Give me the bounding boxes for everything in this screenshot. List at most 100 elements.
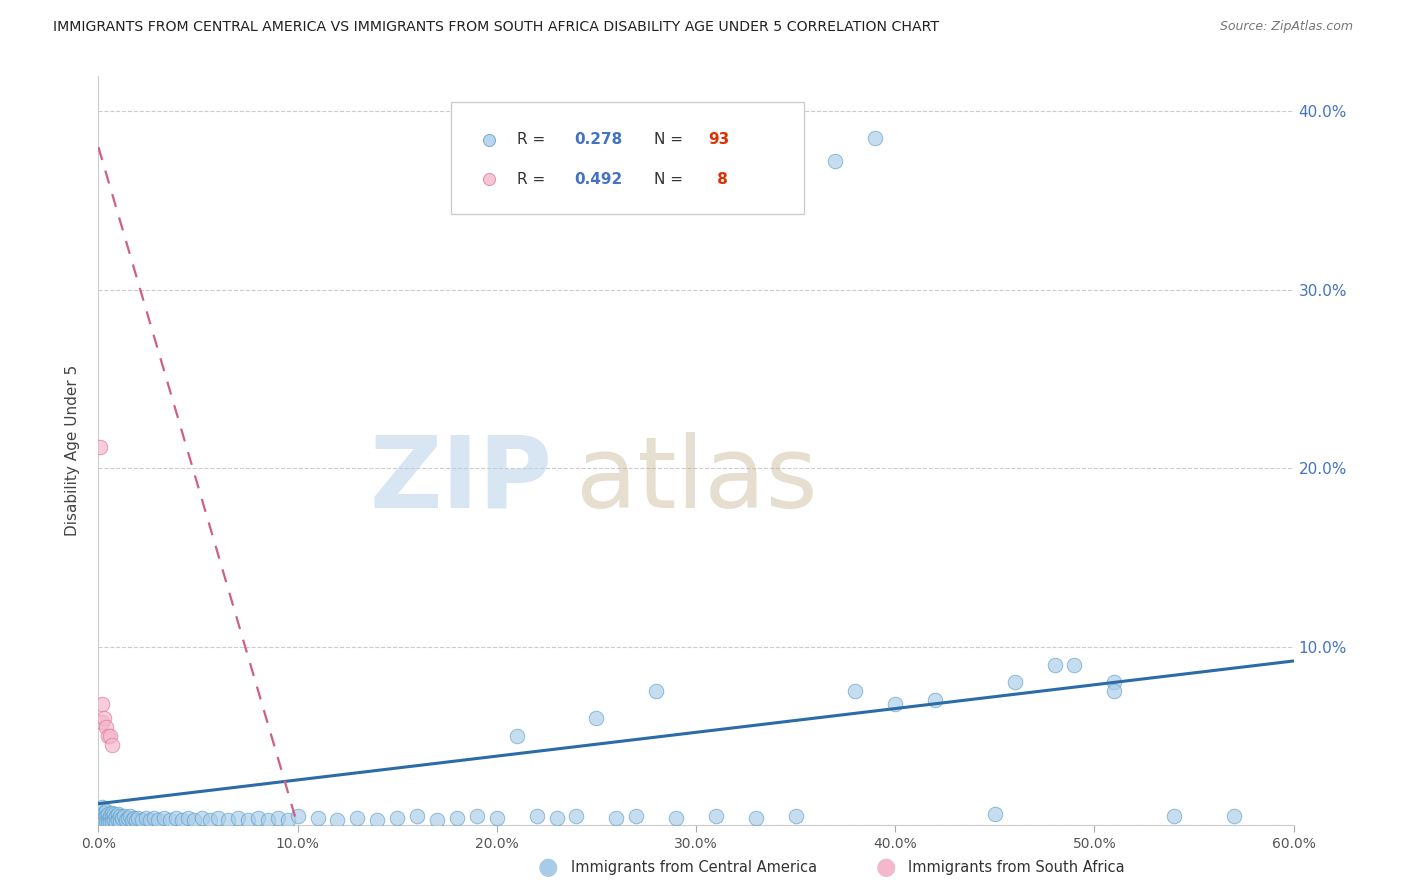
Point [103,813,125,827]
Point [89,811,111,825]
Text: 0.278: 0.278 [574,132,623,147]
Point [446,811,468,825]
Point [153,811,176,825]
Text: atlas: atlas [576,432,818,529]
Point [110,814,132,829]
Point [884,697,907,711]
Point [307,811,329,825]
Point [605,811,627,825]
Point [198,813,221,827]
Point [465,809,488,823]
Point [665,811,688,825]
Point [96,720,118,734]
Point [844,684,866,698]
Point [172,813,194,827]
Point [824,154,846,169]
Point [745,811,768,825]
Point [98,809,122,823]
Point [865,131,887,145]
Point [143,811,166,825]
Point [101,811,124,825]
Text: R =: R = [517,172,550,186]
Point [93,711,115,725]
Point [91,800,114,814]
Point [105,814,128,829]
Point [98,814,122,829]
Point [101,814,124,829]
Point [191,811,214,825]
Point [256,813,278,827]
Point [287,809,309,823]
Point [1163,809,1185,823]
Point [645,684,668,698]
Text: Immigrants from South Africa: Immigrants from South Africa [908,860,1125,874]
Text: IMMIGRANTS FROM CENTRAL AMERICA VS IMMIGRANTS FROM SOUTH AFRICA DISABILITY AGE U: IMMIGRANTS FROM CENTRAL AMERICA VS IMMIG… [53,20,939,34]
Point [366,813,388,827]
Point [127,811,149,825]
Point [105,809,128,823]
Text: Source: ZipAtlas.com: Source: ZipAtlas.com [1219,20,1353,33]
Point [526,809,548,823]
Point [91,714,114,729]
Text: N =: N = [654,172,688,186]
Point [385,811,409,825]
Point [91,809,114,823]
Text: ZIP: ZIP [370,432,553,529]
Text: Immigrants from Central America: Immigrants from Central America [571,860,817,874]
Point [1104,684,1126,698]
Point [120,809,142,823]
FancyBboxPatch shape [451,102,804,214]
Point [96,814,118,829]
Point [112,809,135,823]
Text: 93: 93 [709,132,730,147]
Point [346,811,368,825]
Point [506,729,529,743]
Text: 8: 8 [711,172,727,186]
Point [148,813,170,827]
Point [626,809,648,823]
Point [97,813,120,827]
Point [326,813,349,827]
Text: ●: ● [876,855,896,879]
Point [924,693,946,707]
Point [226,811,249,825]
Point [93,814,115,829]
Point [177,811,200,825]
Point [107,807,129,822]
Point [207,811,229,825]
Point [165,811,187,825]
Point [704,809,727,823]
Point [124,811,146,825]
Point [121,813,143,827]
Point [585,711,607,725]
Point [1004,675,1026,690]
Text: 0.492: 0.492 [574,172,623,186]
Y-axis label: Disability Age Under 5: Disability Age Under 5 [65,365,80,536]
Point [97,729,120,743]
Point [183,813,205,827]
Point [485,811,508,825]
Point [1223,809,1246,823]
Point [91,697,114,711]
Point [217,813,239,827]
Text: ●: ● [538,855,558,879]
Point [96,809,118,823]
Point [111,811,134,825]
Point [115,813,138,827]
Text: N =: N = [654,132,688,147]
Point [89,440,111,454]
Point [277,813,299,827]
Point [117,811,139,825]
Point [131,813,153,827]
Text: R =: R = [517,132,550,147]
Point [785,809,807,823]
Point [1104,675,1126,690]
Point [101,738,124,752]
Point [96,804,118,818]
Point [110,809,132,823]
Point [267,811,290,825]
Point [565,809,588,823]
Point [93,811,115,825]
Point [89,804,111,818]
Point [125,813,148,827]
